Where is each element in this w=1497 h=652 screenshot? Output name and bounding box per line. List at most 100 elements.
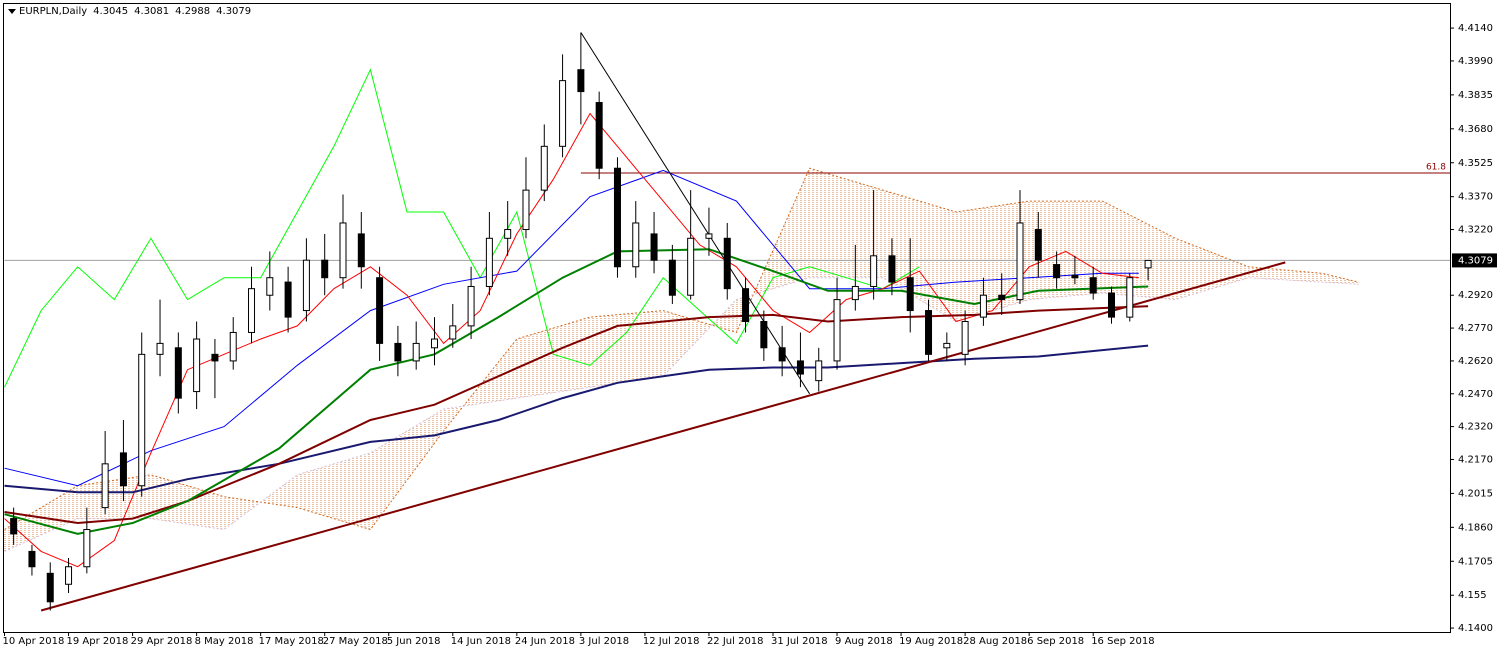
candle-body: [613, 167, 621, 268]
y-tick-label: 4.1705: [1458, 556, 1493, 567]
y-tick-label: 4.1860: [1458, 522, 1493, 533]
candle-body: [925, 310, 933, 355]
candle-body: [742, 288, 750, 323]
candle-body: [394, 342, 402, 362]
candle-body: [211, 353, 219, 362]
x-tick-label: 22 Jul 2018: [707, 636, 764, 647]
candle-body: [266, 277, 274, 296]
x-tick-label: 12 Jul 2018: [643, 636, 700, 647]
x-tick-label: 8 May 2018: [195, 636, 254, 647]
candle-body: [540, 145, 548, 191]
y-tick-label: 4.2170: [1458, 454, 1493, 465]
y-tick-label: 4.2770: [1458, 323, 1493, 334]
trend-line: [580, 32, 811, 395]
y-tick-label: 4.3220: [1458, 225, 1493, 236]
y-tick-label: 4.155: [1458, 590, 1487, 601]
candle-body: [46, 572, 54, 603]
y-tick-label: 4.3525: [1458, 158, 1493, 169]
candle-body: [174, 347, 182, 399]
x-tick-label: 19 Aug 2018: [899, 636, 963, 647]
x-tick-label: 16 Sep 2018: [1091, 636, 1154, 647]
candle-body: [83, 529, 91, 568]
candle-body: [851, 285, 859, 301]
candle-body: [65, 566, 73, 585]
candle-body: [449, 325, 457, 340]
indicator-line: [4, 169, 1139, 487]
candle-body: [248, 288, 256, 333]
last-price-label: 4.3079: [1458, 255, 1493, 266]
candle-body: [485, 237, 493, 287]
x-tick-label: 14 Jun 2018: [451, 636, 511, 647]
candle-body: [1089, 277, 1097, 294]
indicator-line: [4, 68, 920, 388]
candle-body: [467, 285, 475, 327]
candle-body: [284, 281, 292, 318]
candle-body: [595, 102, 603, 169]
y-tick-label: 4.3370: [1458, 192, 1493, 203]
candle-body: [833, 299, 841, 362]
y-tick-label: 4.2320: [1458, 422, 1493, 433]
candle-body: [1107, 292, 1115, 318]
candle-body: [815, 360, 823, 382]
y-tick-label: 4.2920: [1458, 290, 1493, 301]
symbol: EURPLN,Daily: [19, 6, 87, 17]
x-tick-label: 10 Apr 2018: [3, 636, 65, 647]
candle-body: [559, 80, 567, 147]
ohlc-value: 4.3045: [93, 6, 128, 17]
y-tick-label: 4.2470: [1458, 389, 1493, 400]
indicator-line: [4, 344, 1149, 494]
candle-body: [1144, 259, 1152, 269]
candle-body: [1016, 222, 1024, 301]
candle-body: [998, 294, 1006, 301]
candle-body: [339, 222, 347, 279]
candle-body: [430, 338, 438, 349]
candle-body: [321, 259, 329, 279]
candle-body: [1034, 229, 1042, 261]
candle-body: [119, 452, 127, 487]
x-tick-label: 9 Aug 2018: [835, 636, 893, 647]
ohlc-value: 4.3079: [216, 6, 251, 17]
header: EURPLN,Daily 4.3045 4.3081 4.2988 4.3079: [19, 6, 251, 17]
candle-body: [1071, 275, 1079, 279]
y-tick-label: 4.3680: [1458, 124, 1493, 135]
menu-arrow: [8, 9, 16, 14]
candle-body: [668, 259, 676, 296]
candle-body: [888, 255, 896, 283]
candle-body: [504, 229, 512, 239]
trend-line: [40, 261, 1286, 612]
candle-body: [870, 255, 878, 287]
plot-frame: [3, 3, 1451, 633]
y-tick-label: 4.1400: [1458, 623, 1493, 634]
cloud-span-a: [4, 167, 1359, 531]
candle-body: [979, 294, 987, 318]
x-tick-label: 29 Apr 2018: [131, 636, 193, 647]
candle-body: [632, 222, 640, 268]
candle-body: [412, 342, 420, 362]
candle-body: [906, 277, 914, 312]
candle-body: [156, 342, 164, 355]
candle-body: [101, 463, 109, 509]
x-tick-label: 27 May 2018: [323, 636, 388, 647]
x-tick-label: 5 Jun 2018: [387, 636, 441, 647]
candle-body: [10, 518, 18, 535]
y-tick-label: 4.2620: [1458, 356, 1493, 367]
candle-body: [138, 353, 146, 487]
x-tick-label: 19 Apr 2018: [67, 636, 129, 647]
x-tick-label: 24 Jun 2018: [515, 636, 575, 647]
x-tick-label: 31 Jul 2018: [771, 636, 828, 647]
candle-body: [193, 338, 201, 393]
fib-label: 61.8: [1426, 163, 1446, 173]
y-tick-label: 4.3990: [1458, 56, 1493, 67]
candle-body: [796, 360, 804, 375]
x-tick-label: 3 Jul 2018: [579, 636, 629, 647]
candle-body: [650, 233, 658, 261]
x-tick-label: 6 Sep 2018: [1027, 636, 1084, 647]
candle-body: [705, 233, 713, 239]
candle-body: [577, 69, 585, 93]
candle-body: [760, 321, 768, 349]
candle-body: [357, 233, 365, 268]
candle-body: [778, 347, 786, 362]
x-tick-label: 17 May 2018: [259, 636, 324, 647]
